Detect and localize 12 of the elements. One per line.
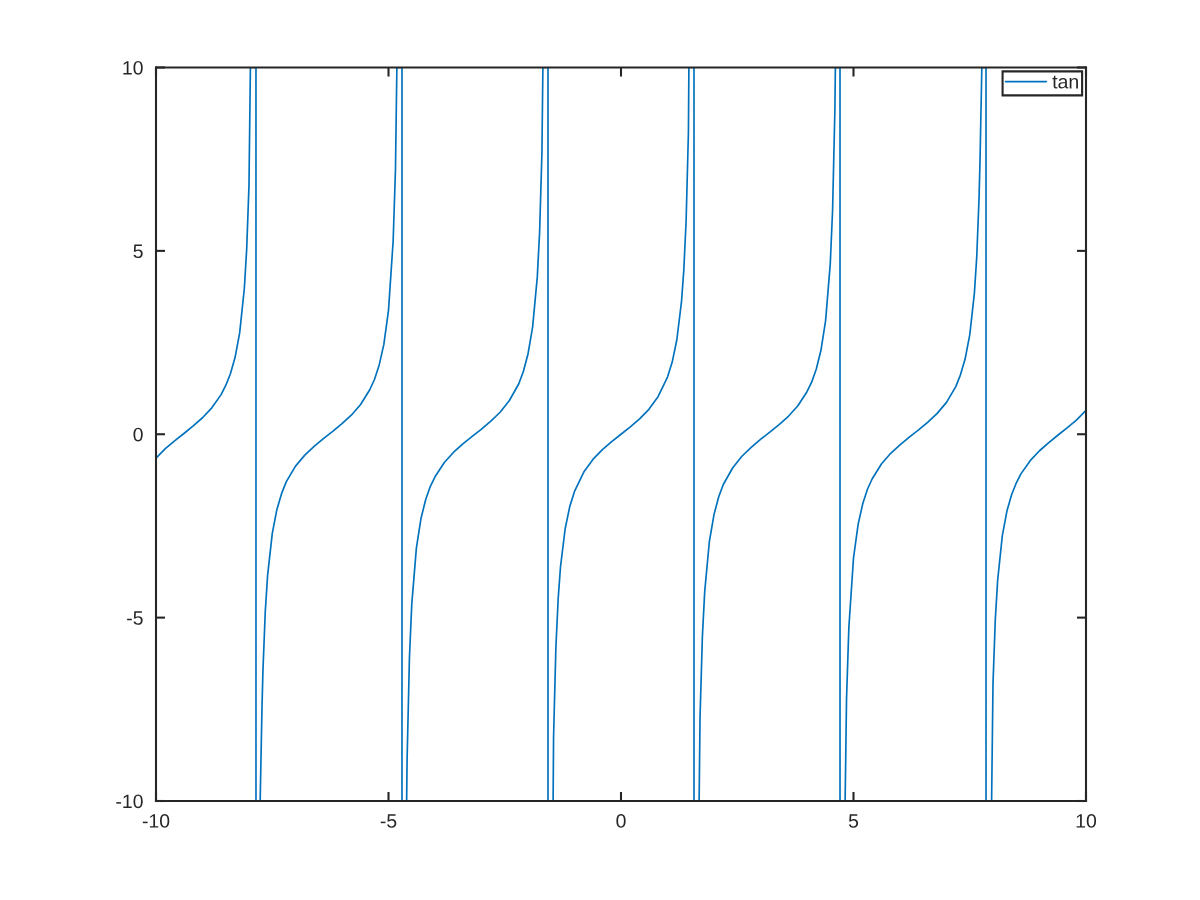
x-tick-label: 5 [848,814,859,828]
y-tick-label: -10 [116,794,143,809]
x-tick-label: -10 [142,814,170,828]
x-tick-label: -5 [380,814,397,828]
line-series [156,67,1086,801]
y-tick-label: 0 [133,427,143,442]
x-tick-label: 0 [616,814,626,828]
x-tick-label: 10 [1076,814,1097,828]
y-tick-label: 10 [123,60,143,75]
y-tick-label: -5 [127,611,143,625]
y-tick-label: 5 [133,244,143,259]
legend-label: tan [1052,75,1078,89]
